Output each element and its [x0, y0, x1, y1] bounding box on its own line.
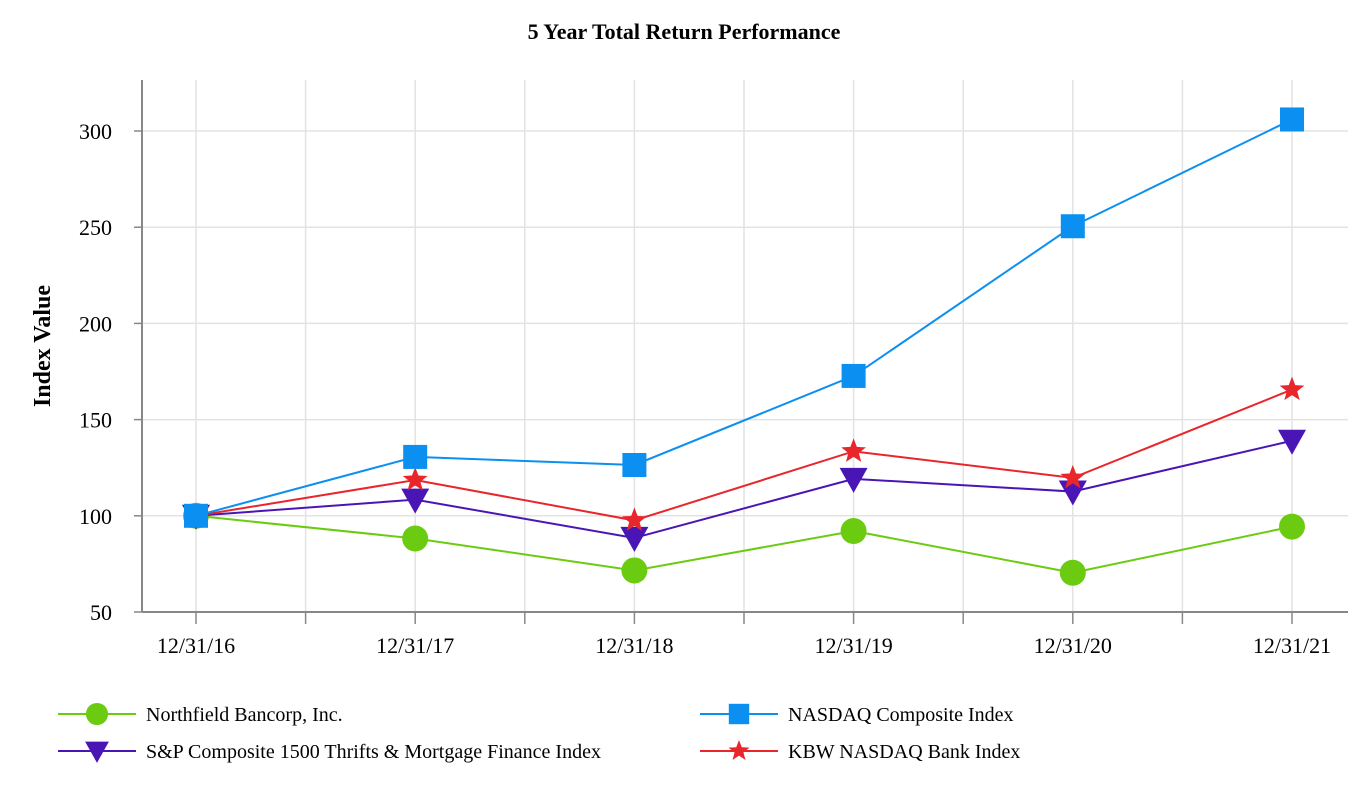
- y-axis-label: Index Value: [30, 285, 56, 407]
- y-tick-labels: 50 100 150 200 250 300: [79, 119, 112, 625]
- data-point-nasdaq-composite-index-0: [184, 503, 208, 528]
- legend: Northfield Bancorp, Inc. NASDAQ Composite…: [58, 702, 1020, 763]
- legend-item-s-p-composite-1500-thrifts-mortgage-finance-index: S&P Composite 1500 Thrifts & Mortgage Fi…: [58, 741, 601, 763]
- x-tick-label-1: 12/31/17: [376, 633, 454, 658]
- legend-label: KBW NASDAQ Bank Index: [788, 741, 1020, 763]
- data-point-s-p-composite-1500-thrifts-mortgage-finance-index-3: [839, 467, 868, 493]
- data-point-kbw-nasdaq-bank-index-1: [402, 467, 428, 491]
- data-point-nasdaq-composite-index-5: [1280, 107, 1304, 132]
- y-tick-label-50: 50: [90, 600, 112, 625]
- series-nasdaq-composite-index: [184, 107, 1304, 528]
- data-point-kbw-nasdaq-bank-index-2: [622, 507, 647, 531]
- series-line-kbw-nasdaq-bank-index: [195, 388, 1293, 522]
- data-point-kbw-nasdaq-bank-index-4: [1060, 464, 1086, 489]
- legend-marker: [85, 741, 109, 763]
- data-point-s-p-composite-1500-thrifts-mortgage-finance-index-2: [620, 526, 649, 552]
- legend-label: NASDAQ Composite Index: [788, 704, 1014, 726]
- data-point-s-p-composite-1500-thrifts-mortgage-finance-index-4: [1058, 480, 1087, 506]
- x-tick-label-5: 12/31/21: [1253, 633, 1331, 658]
- data-point-nasdaq-composite-index-1: [403, 444, 428, 469]
- legend-marker: [728, 739, 750, 760]
- data-point-nasdaq-composite-index-4: [1060, 214, 1085, 239]
- data-point-northfield-bancorp-inc-2: [621, 557, 648, 584]
- legend-item-kbw-nasdaq-bank-index: KBW NASDAQ Bank Index: [700, 739, 1020, 763]
- y-tick-label-100: 100: [79, 504, 112, 529]
- data-point-nasdaq-composite-index-3: [841, 363, 866, 388]
- data-point-kbw-nasdaq-bank-index-3: [841, 438, 866, 462]
- x-tick-label-4: 12/31/20: [1034, 633, 1112, 658]
- x-tick-labels: 12/31/16 12/31/17 12/31/18 12/31/19 12/31/20…: [157, 633, 1331, 658]
- series-line-northfield-bancorp-inc: [195, 514, 1293, 574]
- series-line-nasdaq-composite-index: [195, 118, 1293, 517]
- y-tick-label-200: 200: [79, 311, 112, 336]
- chart-title: 5 Year Total Return Performance: [528, 19, 841, 44]
- legend-label: Northfield Bancorp, Inc.: [146, 704, 343, 726]
- legend-marker: [728, 703, 750, 725]
- y-tick-label-250: 250: [79, 215, 112, 240]
- data-point-s-p-composite-1500-thrifts-mortgage-finance-index-1: [401, 488, 430, 514]
- x-tick-label-3: 12/31/19: [814, 633, 892, 658]
- data-point-kbw-nasdaq-bank-index-5: [1279, 376, 1305, 401]
- series-group: [182, 107, 1306, 586]
- data-point-northfield-bancorp-inc-4: [1059, 559, 1086, 586]
- legend-item-northfield-bancorp-inc: Northfield Bancorp, Inc.: [58, 702, 343, 726]
- legend-label: S&P Composite 1500 Thrifts & Mortgage Fi…: [146, 741, 601, 763]
- data-point-northfield-bancorp-inc-5: [1279, 513, 1305, 540]
- series-line-s-p-composite-1500-thrifts-mortgage-finance-index: [195, 439, 1293, 539]
- legend-item-nasdaq-composite-index: NASDAQ Composite Index: [700, 703, 1014, 726]
- x-tick-label-2: 12/31/18: [595, 633, 673, 658]
- data-point-northfield-bancorp-inc-1: [402, 525, 429, 552]
- y-tick-label-300: 300: [79, 119, 112, 144]
- data-point-nasdaq-composite-index-2: [622, 453, 647, 478]
- legend-marker: [85, 702, 109, 726]
- y-tick-label-150: 150: [79, 408, 112, 433]
- axes: [134, 80, 1348, 624]
- data-point-northfield-bancorp-inc-3: [840, 517, 867, 544]
- x-tick-label-0: 12/31/16: [157, 633, 235, 658]
- data-point-s-p-composite-1500-thrifts-mortgage-finance-index-5: [1278, 429, 1306, 455]
- grid: [142, 80, 1348, 612]
